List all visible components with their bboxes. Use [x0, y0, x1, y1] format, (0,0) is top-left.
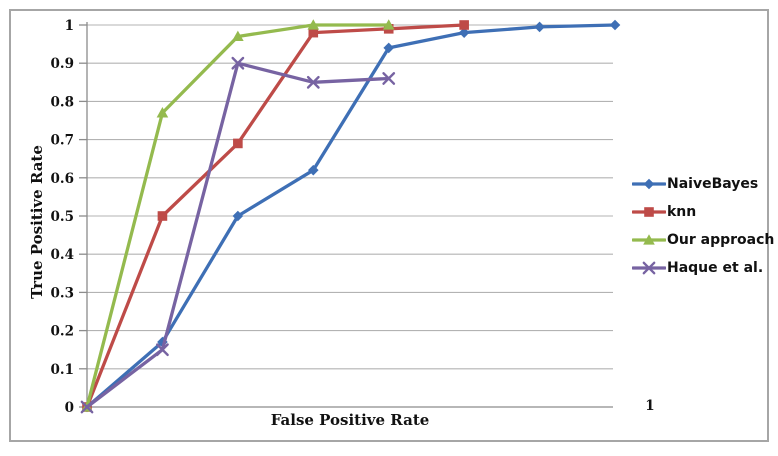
marker-x — [306, 75, 320, 89]
x-axis-title: False Positive Rate — [270, 411, 430, 429]
marker-square — [459, 20, 469, 30]
marker-square — [157, 211, 168, 221]
legend-marker-triangle-icon — [632, 234, 666, 245]
marker-triangle — [307, 19, 320, 30]
legend-item-our-approach: Our approach — [632, 226, 774, 254]
legend-label: Our approach — [667, 232, 775, 248]
y-tick-label: 0.4 — [51, 247, 75, 263]
marker-diamond — [643, 178, 655, 190]
marker-x — [382, 72, 396, 85]
marker-diamond — [534, 21, 545, 33]
marker-square — [233, 138, 243, 149]
marker-x — [231, 56, 245, 70]
marker-diamond — [232, 210, 244, 222]
marker-diamond — [157, 336, 168, 348]
y-tick-label: 0.9 — [51, 56, 75, 72]
legend-marker-square-icon — [632, 207, 666, 217]
legend-item-naivebayes: NaiveBayes — [632, 170, 774, 198]
marker-square — [308, 27, 319, 38]
marker-diamond — [458, 27, 470, 38]
y-tick-label: 0.3 — [51, 285, 75, 301]
series-line-naivebayes — [85, 23, 617, 409]
marker-square — [644, 207, 654, 217]
x-axis-tick-label: 1 — [645, 398, 655, 414]
legend-marker-diamond-icon — [632, 178, 666, 190]
marker-triangle — [232, 30, 244, 42]
y-tick-label: 0.5 — [51, 209, 75, 225]
legend: NaiveBayes knn Our approach Haque et al. — [632, 170, 774, 282]
y-tick-label: 0.1 — [51, 362, 75, 378]
marker-triangle — [382, 19, 395, 30]
series-line-knn — [85, 23, 466, 409]
marker-triangle — [156, 107, 169, 118]
marker-x — [156, 343, 169, 357]
marker-diamond — [383, 42, 395, 54]
legend-label: knn — [667, 204, 697, 220]
legend-label: Haque et al. — [667, 260, 764, 276]
marker-diamond — [609, 19, 621, 31]
legend-label: NaiveBayes — [667, 176, 759, 192]
legend-marker-x-icon — [632, 261, 666, 275]
marker-x — [642, 261, 656, 275]
y-tick-label: 0 — [65, 400, 74, 416]
marker-triangle — [643, 234, 655, 245]
y-tick-label: 0.8 — [51, 94, 75, 110]
y-tick-label: 0.7 — [51, 133, 75, 149]
y-axis-title: True Positive Rate — [28, 145, 46, 299]
marker-x — [80, 400, 94, 414]
y-tick-label: 1 — [65, 18, 74, 34]
marker-diamond — [307, 164, 319, 176]
legend-item-haque-et-al: Haque et al. — [632, 254, 774, 282]
y-tick-label: 0.2 — [51, 324, 75, 340]
y-tick-label: 0.6 — [51, 171, 75, 187]
legend-item-knn: knn — [632, 198, 774, 226]
